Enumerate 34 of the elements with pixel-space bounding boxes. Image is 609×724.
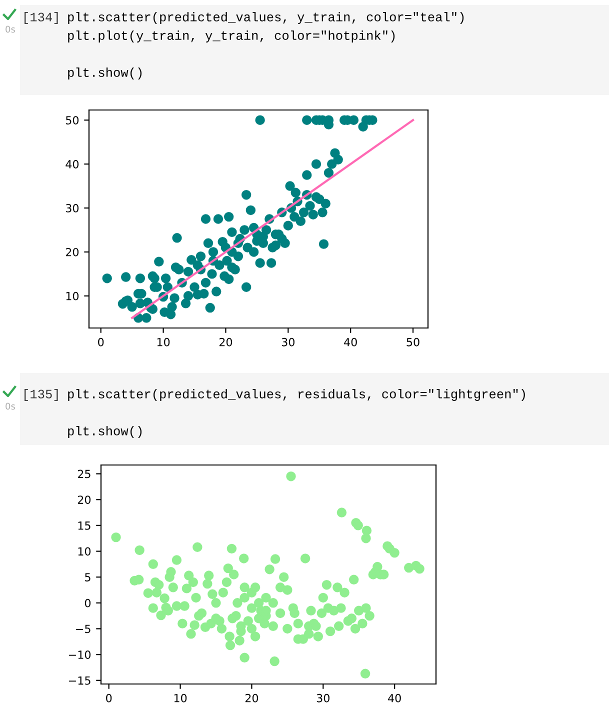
text: plt.plot(y_train, y_train, color="hotpink") xyxy=(68,30,395,42)
text: 0s xyxy=(6,402,16,410)
y-tick-label: −15 xyxy=(69,676,90,685)
text: plt.show() xyxy=(68,68,142,80)
x-tick-label: 40 xyxy=(344,338,357,346)
y-tick-label: 20 xyxy=(66,248,79,256)
y-tick-label: 30 xyxy=(66,204,79,212)
y-tick-label: 25 xyxy=(78,470,90,478)
x-tick-label: 50 xyxy=(406,338,420,346)
y-tick-label: 15 xyxy=(78,522,90,530)
x-tick-label: 30 xyxy=(282,338,294,346)
y-tick-label: 5 xyxy=(85,573,90,582)
text: plt.show() xyxy=(68,426,142,438)
text: [134] xyxy=(24,12,58,24)
y-tick-label: 10 xyxy=(78,547,91,556)
y-tick-label: 10 xyxy=(66,292,79,300)
x-tick-label: 40 xyxy=(388,694,401,702)
x-tick-label: 30 xyxy=(316,694,330,702)
x-tick-label: 20 xyxy=(245,694,258,702)
y-tick-label: 20 xyxy=(78,496,91,504)
y-tick-label: −10 xyxy=(69,650,91,659)
y-tick-label: 50 xyxy=(66,116,79,124)
x-tick-label: 0 xyxy=(98,338,104,346)
text: plt.scatter(predicted_values, y_train, color="teal") xyxy=(68,12,464,24)
y-tick-label: 40 xyxy=(66,160,79,168)
y-tick-label: −5 xyxy=(76,624,90,634)
text: [135] xyxy=(24,389,58,401)
text: plt.scatter(predicted_values, residuals, color="lightgreen") xyxy=(68,389,525,401)
x-tick-label: 10 xyxy=(157,338,170,346)
y-tick-label: 0 xyxy=(84,598,91,608)
x-tick-label: 20 xyxy=(219,338,232,346)
x-tick-label: 0 xyxy=(106,694,112,702)
text: 0s xyxy=(6,26,16,33)
x-tick-label: 10 xyxy=(174,694,187,702)
